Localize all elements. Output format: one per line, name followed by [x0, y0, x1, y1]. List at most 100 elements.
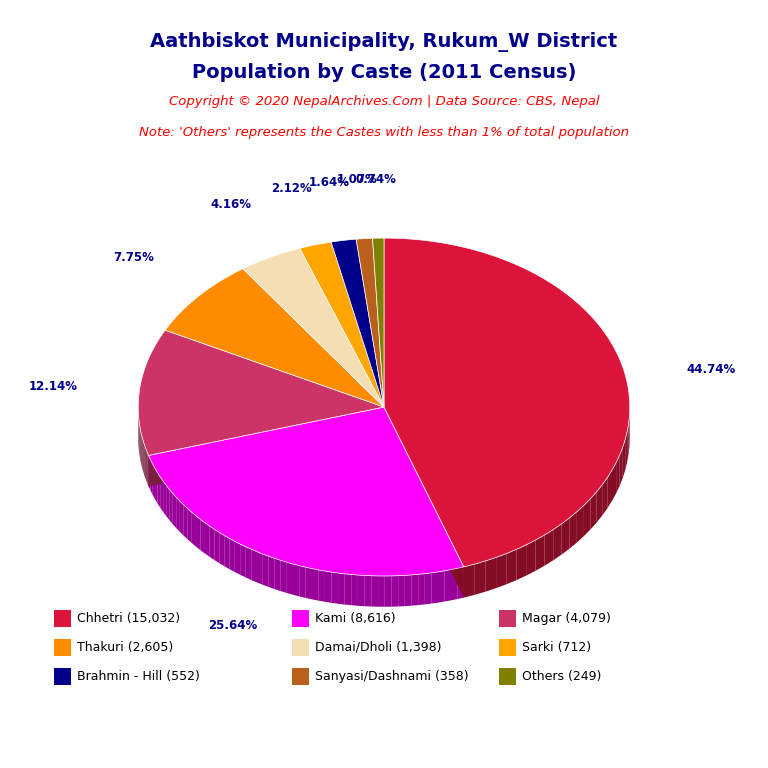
Polygon shape — [155, 468, 157, 504]
Text: Thakuri (2,605): Thakuri (2,605) — [77, 641, 173, 654]
Text: Aathbiskot Municipality, Rukum_W District: Aathbiskot Municipality, Rukum_W Distric… — [151, 32, 617, 52]
Polygon shape — [170, 489, 173, 524]
Polygon shape — [280, 561, 286, 593]
Polygon shape — [425, 573, 432, 604]
Polygon shape — [220, 532, 224, 566]
Polygon shape — [138, 330, 384, 455]
Polygon shape — [496, 554, 506, 588]
Bar — [499, 668, 516, 685]
Text: 25.64%: 25.64% — [207, 619, 257, 632]
Polygon shape — [365, 575, 371, 607]
Polygon shape — [263, 554, 269, 587]
Polygon shape — [345, 574, 351, 605]
Polygon shape — [246, 547, 251, 580]
Polygon shape — [148, 407, 464, 576]
Polygon shape — [458, 567, 464, 599]
Text: Chhetri (15,032): Chhetri (15,032) — [77, 612, 180, 624]
Polygon shape — [577, 505, 584, 542]
Polygon shape — [200, 519, 205, 554]
Bar — [292, 639, 309, 656]
Polygon shape — [445, 570, 451, 601]
Text: 7.75%: 7.75% — [113, 251, 154, 264]
Polygon shape — [432, 572, 438, 604]
Polygon shape — [485, 558, 496, 591]
Polygon shape — [629, 415, 630, 454]
Text: Others (249): Others (249) — [522, 670, 601, 683]
Polygon shape — [286, 562, 293, 594]
Text: Sanyasi/Dashnami (358): Sanyasi/Dashnami (358) — [315, 670, 468, 683]
Polygon shape — [331, 239, 384, 407]
Ellipse shape — [138, 269, 630, 607]
Text: 2.12%: 2.12% — [271, 181, 312, 194]
Text: 1.07%: 1.07% — [337, 173, 378, 186]
Text: Population by Caste (2011 Census): Population by Caste (2011 Census) — [192, 63, 576, 81]
Polygon shape — [398, 575, 405, 607]
Polygon shape — [230, 538, 235, 572]
Polygon shape — [561, 518, 569, 554]
Polygon shape — [240, 544, 246, 578]
Polygon shape — [535, 535, 545, 571]
Bar — [499, 610, 516, 627]
Polygon shape — [351, 574, 358, 606]
Polygon shape — [173, 493, 176, 528]
Polygon shape — [356, 238, 384, 407]
Polygon shape — [584, 498, 591, 536]
Polygon shape — [451, 568, 458, 601]
Polygon shape — [392, 576, 398, 607]
Polygon shape — [269, 556, 275, 589]
Polygon shape — [319, 570, 325, 602]
Polygon shape — [627, 423, 629, 462]
Polygon shape — [214, 529, 220, 563]
Bar — [54, 668, 71, 685]
Polygon shape — [151, 460, 153, 495]
Text: Note: 'Others' represents the Castes with less than 1% of total population: Note: 'Others' represents the Castes wit… — [139, 126, 629, 138]
Polygon shape — [196, 516, 200, 550]
Polygon shape — [166, 485, 170, 520]
Polygon shape — [275, 558, 280, 591]
Text: 4.16%: 4.16% — [210, 198, 251, 211]
Polygon shape — [332, 572, 338, 604]
Polygon shape — [464, 564, 475, 598]
Polygon shape — [602, 478, 607, 515]
Polygon shape — [165, 269, 384, 407]
Bar — [54, 610, 71, 627]
Polygon shape — [384, 407, 464, 598]
Polygon shape — [419, 574, 425, 605]
Polygon shape — [607, 470, 612, 508]
Polygon shape — [545, 530, 553, 566]
Polygon shape — [620, 447, 623, 485]
Polygon shape — [372, 238, 384, 407]
Polygon shape — [148, 455, 151, 491]
Polygon shape — [625, 432, 627, 470]
Polygon shape — [412, 574, 419, 606]
Polygon shape — [148, 407, 384, 486]
Polygon shape — [623, 439, 625, 478]
Polygon shape — [184, 505, 187, 539]
Polygon shape — [597, 485, 602, 522]
Polygon shape — [591, 492, 597, 529]
Text: 1.64%: 1.64% — [309, 176, 350, 189]
Polygon shape — [506, 549, 516, 584]
Text: 44.74%: 44.74% — [687, 363, 736, 376]
Polygon shape — [180, 502, 184, 535]
Polygon shape — [475, 561, 485, 594]
Polygon shape — [176, 497, 180, 532]
Polygon shape — [300, 242, 384, 407]
Polygon shape — [300, 566, 306, 598]
Polygon shape — [157, 473, 161, 508]
Polygon shape — [616, 455, 620, 493]
Text: Kami (8,616): Kami (8,616) — [315, 612, 396, 624]
Polygon shape — [251, 549, 257, 582]
Polygon shape — [243, 248, 384, 407]
Polygon shape — [187, 508, 192, 543]
Polygon shape — [516, 545, 526, 580]
Polygon shape — [612, 462, 616, 501]
Polygon shape — [306, 568, 312, 599]
Polygon shape — [371, 576, 378, 607]
Polygon shape — [146, 449, 147, 482]
Polygon shape — [161, 477, 163, 512]
Bar — [54, 639, 71, 656]
Text: Magar (4,079): Magar (4,079) — [522, 612, 611, 624]
Polygon shape — [148, 407, 384, 486]
Polygon shape — [153, 464, 155, 499]
